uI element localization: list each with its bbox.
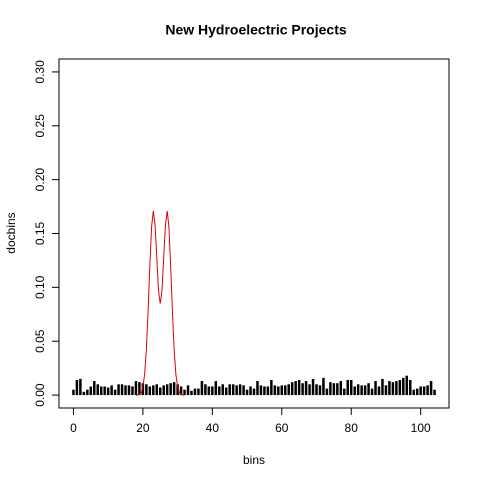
y-tick-label: 0.30 — [33, 60, 47, 84]
y-tick-label: 0.10 — [33, 275, 47, 299]
chart-title: New Hydroelectric Projects — [165, 22, 347, 38]
density-curve — [135, 210, 185, 396]
x-tick-label: 20 — [136, 421, 150, 435]
y-tick-label: 0.20 — [33, 168, 47, 192]
x-tick-label: 100 — [411, 421, 431, 435]
y-tick-label: 0.05 — [33, 329, 47, 353]
x-tick-label: 80 — [345, 421, 359, 435]
x-tick-label: 60 — [275, 421, 289, 435]
y-tick-label: 0.25 — [33, 114, 47, 138]
y-tick-label: 0.00 — [33, 383, 47, 407]
x-tick-label: 0 — [70, 421, 77, 435]
y-tick-label: 0.15 — [33, 221, 47, 245]
y-axis-label: docbins — [4, 212, 18, 253]
x-tick-label: 40 — [206, 421, 220, 435]
x-axis-label: bins — [243, 453, 265, 467]
